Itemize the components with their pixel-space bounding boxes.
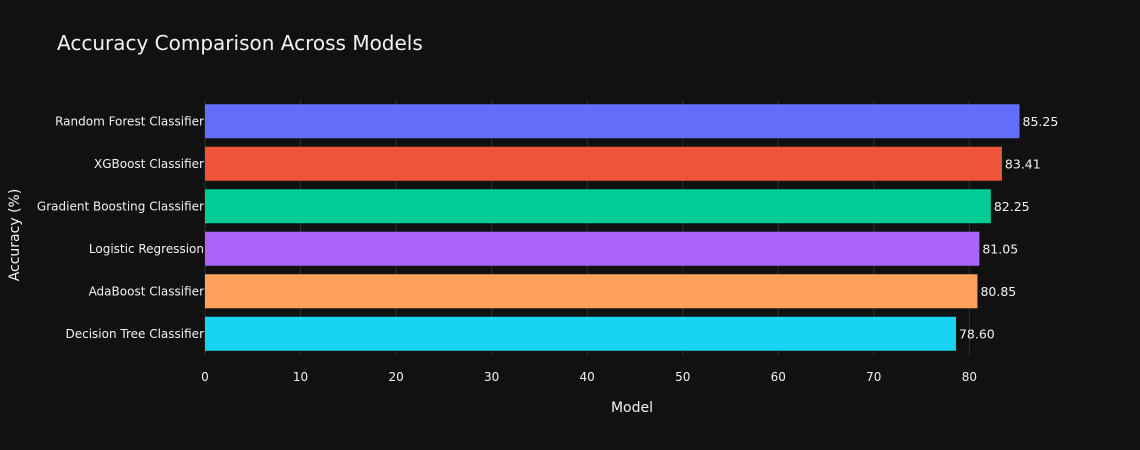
data-label: 85.25 [1023, 114, 1059, 129]
bar[interactable] [205, 231, 980, 266]
category-labels: Random Forest Classifier XGBoost Classifi… [37, 114, 204, 341]
category-label: XGBoost Classifier [94, 157, 204, 171]
x-tick-label: 40 [580, 370, 595, 384]
bar[interactable] [205, 274, 978, 309]
x-tick-labels: 0 10 20 30 40 50 60 70 80 [201, 370, 977, 384]
bars [205, 104, 1020, 351]
category-label: Decision Tree Classifier [66, 327, 205, 341]
x-axis-title: Model [611, 400, 653, 416]
category-label: Logistic Regression [89, 242, 204, 256]
x-tick-label: 50 [675, 370, 690, 384]
data-labels: 85.25 83.41 82.25 81.05 80.85 78.60 [959, 114, 1058, 342]
bar[interactable] [205, 316, 956, 351]
data-label: 78.60 [959, 326, 995, 341]
category-label: AdaBoost Classifier [89, 284, 205, 298]
x-tick-label: 70 [866, 370, 881, 384]
gridlines [204, 100, 970, 355]
bar[interactable] [205, 189, 991, 224]
bar[interactable] [205, 104, 1020, 139]
x-tick-label: 60 [771, 370, 786, 384]
x-tick-label: 80 [962, 370, 977, 384]
y-axis-title: Accuracy (%) [7, 189, 23, 282]
data-label: 80.85 [980, 284, 1016, 299]
category-label: Gradient Boosting Classifier [37, 199, 204, 213]
data-label: 83.41 [1005, 156, 1041, 171]
category-label: Random Forest Classifier [55, 114, 204, 128]
bar[interactable] [205, 146, 1002, 181]
x-tick-label: 0 [201, 370, 209, 384]
chart-title: Accuracy Comparison Across Models [57, 31, 423, 55]
x-tick-label: 30 [484, 370, 499, 384]
data-label: 81.05 [982, 241, 1018, 256]
data-label: 82.25 [994, 199, 1030, 214]
x-tick-label: 20 [388, 370, 403, 384]
x-tick-label: 10 [293, 370, 308, 384]
